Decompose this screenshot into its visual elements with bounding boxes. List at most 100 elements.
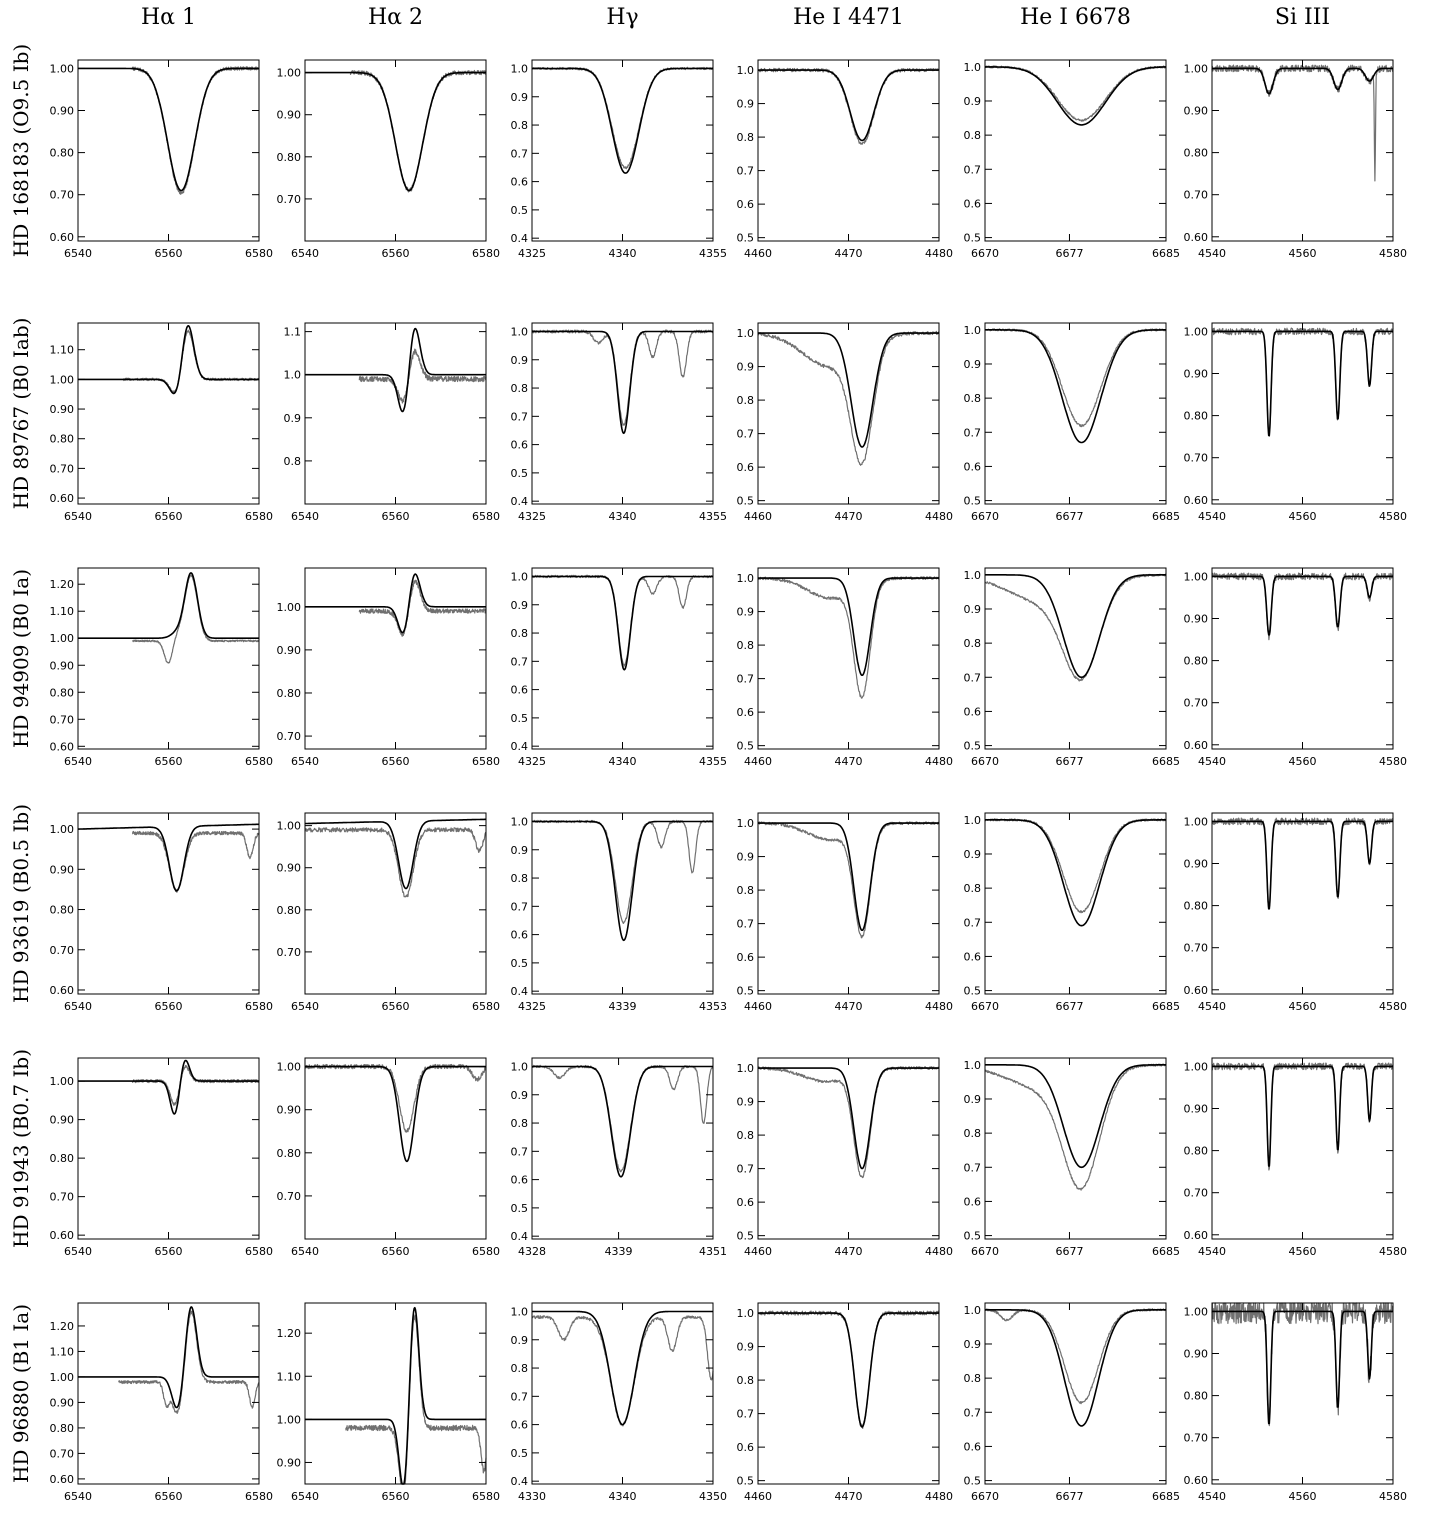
panel-frame (757, 59, 940, 242)
spectrum-panel: 0.5 0.6 0.7 0.8 0.9 1.0 4460 4470 4480 (737, 322, 953, 523)
x-tick-label: 6540 (291, 247, 319, 260)
y-tick-label: 0.90 (1184, 1348, 1209, 1361)
y-tick-label: 0.6 (737, 198, 755, 211)
x-tick-label: 6560 (155, 755, 183, 768)
observed-spectrum (118, 1310, 260, 1414)
y-tick-label: 0.9 (964, 95, 982, 108)
row-title: HD 93619 (B0.5 Ib) (9, 804, 33, 1003)
spectrum-panel: 0.60 0.70 0.80 0.90 1.00 6540 6560 6580 (50, 812, 273, 1013)
x-tick-label: 6580 (245, 1245, 273, 1258)
row-title: HD 89767 (B0 Iab) (9, 318, 33, 510)
y-tick-label: 0.7 (737, 1163, 755, 1176)
x-tick-label: 6540 (64, 1245, 92, 1258)
y-tick-label: 0.7 (511, 1145, 529, 1158)
y-tick-label: 0.80 (50, 1422, 75, 1435)
y-tick-label: 0.6 (737, 951, 755, 964)
x-tick-label: 4580 (1379, 510, 1407, 523)
y-tick-label: 0.6 (511, 929, 529, 942)
observed-spectrum (757, 821, 940, 939)
y-tick-label: 0.80 (277, 687, 302, 700)
spectrum-panel: 0.5 0.6 0.7 0.8 0.9 1.0 6670 6677 6685 (964, 1057, 1180, 1258)
y-tick-label: 0.6 (511, 439, 529, 452)
observed-spectrum (531, 1064, 714, 1173)
y-tick-label: 1.0 (511, 1305, 529, 1318)
y-tick-label: 0.7 (737, 673, 755, 686)
row-title: HD 96880 (B1 Ia) (9, 1304, 33, 1483)
observed-spectrum (757, 1310, 940, 1429)
y-tick-label: 0.8 (511, 872, 529, 885)
spectrum-panel: 0.70 0.80 0.90 1.00 6540 6560 6580 (277, 812, 500, 1013)
x-tick-label: 4328 (518, 1245, 546, 1258)
x-tick-label: 4560 (1289, 247, 1317, 260)
panel-frame (984, 567, 1167, 750)
y-tick-label: 0.9 (737, 851, 755, 864)
spectrum-panel: 0.8 0.9 1.0 1.1 6540 6560 6580 (284, 322, 500, 523)
y-tick-label: 0.8 (964, 637, 982, 650)
spectrum-panel: 0.5 0.6 0.7 0.8 0.9 1.0 6670 6677 6685 (964, 1302, 1180, 1503)
y-tick-label: 0.5 (737, 985, 755, 998)
y-tick-label: 0.5 (511, 204, 529, 217)
y-tick-label: 1.0 (964, 61, 982, 74)
y-tick-label: 0.60 (50, 231, 75, 244)
y-tick-label: 0.90 (1184, 368, 1209, 381)
y-tick-label: 1.00 (50, 632, 75, 645)
model-spectrum (304, 573, 487, 634)
x-tick-label: 6580 (245, 247, 273, 260)
model-spectrum (757, 822, 940, 931)
x-tick-label: 6677 (1055, 755, 1083, 768)
y-tick-label: 0.9 (284, 412, 302, 425)
y-tick-label: 0.6 (964, 950, 982, 963)
y-tick-label: 0.4 (511, 1475, 529, 1488)
x-tick-label: 4540 (1198, 1245, 1226, 1258)
x-tick-label: 4355 (699, 755, 727, 768)
y-tick-label: 0.5 (964, 1230, 982, 1243)
x-tick-label: 6670 (971, 1000, 999, 1013)
y-tick-label: 0.80 (50, 686, 75, 699)
y-tick-label: 0.5 (964, 232, 982, 245)
x-tick-label: 6670 (971, 1490, 999, 1503)
y-tick-label: 0.7 (737, 1408, 755, 1421)
x-tick-label: 6580 (472, 1490, 500, 1503)
panel-frame (531, 1057, 714, 1240)
y-tick-label: 0.8 (511, 627, 529, 640)
y-tick-label: 0.6 (511, 684, 529, 697)
y-tick-label: 1.0 (511, 815, 529, 828)
x-tick-label: 6685 (1152, 755, 1180, 768)
x-tick-label: 4340 (609, 247, 637, 260)
y-tick-label: 1.0 (511, 325, 529, 338)
y-tick-label: 0.5 (964, 495, 982, 508)
y-tick-label: 0.60 (1184, 231, 1209, 244)
observed-spectrum (531, 66, 714, 170)
y-tick-label: 0.5 (511, 467, 529, 480)
y-tick-label: 0.60 (1184, 1229, 1209, 1242)
observed-spectrum (345, 1314, 487, 1485)
y-tick-label: 1.0 (737, 327, 755, 340)
y-tick-label: 0.90 (1184, 613, 1209, 626)
y-tick-label: 1.0 (511, 1060, 529, 1073)
y-tick-label: 0.80 (50, 904, 75, 917)
y-tick-label: 0.90 (1184, 105, 1209, 118)
spectrum-panel: 0.5 0.6 0.7 0.8 0.9 1.0 6670 6677 6685 (964, 322, 1180, 523)
y-tick-label: 1.0 (511, 570, 529, 583)
y-tick-label: 0.80 (1184, 410, 1209, 423)
y-tick-label: 1.0 (737, 1307, 755, 1320)
y-tick-label: 0.6 (511, 176, 529, 189)
x-tick-label: 4350 (699, 1490, 727, 1503)
panel-frame (1211, 812, 1394, 995)
x-tick-label: 6580 (472, 755, 500, 768)
y-tick-label: 0.4 (511, 1230, 529, 1243)
y-tick-label: 0.8 (964, 129, 982, 142)
model-spectrum (304, 71, 487, 192)
x-tick-label: 4560 (1289, 755, 1317, 768)
x-tick-label: 6540 (64, 755, 92, 768)
panel-frame (757, 812, 940, 995)
x-tick-label: 6580 (245, 755, 273, 768)
panel-frame (77, 1057, 260, 1240)
y-tick-label: 1.1 (284, 326, 302, 339)
y-tick-label: 0.6 (511, 1419, 529, 1432)
spectrum-panel: 0.60 0.70 0.80 0.90 1.00 6540 6560 6580 (50, 59, 273, 260)
x-tick-label: 4480 (925, 1000, 953, 1013)
y-tick-label: 1.0 (964, 569, 982, 582)
y-tick-label: 0.9 (964, 1338, 982, 1351)
observed-spectrum (1211, 327, 1394, 437)
